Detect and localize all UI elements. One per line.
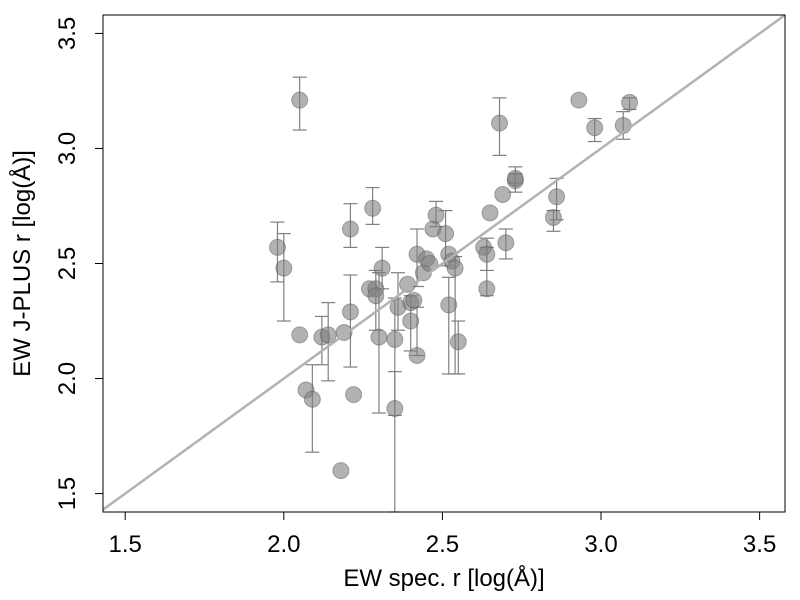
x-tick-label: 1.5 [109,531,142,558]
x-axis-label: EW spec. r [log(Å)] [343,564,544,592]
x-tick-label: 3.5 [743,531,776,558]
data-point [386,330,404,348]
data-point [345,386,363,404]
data-point [478,280,496,298]
data-point [268,238,286,256]
y-tick-label: 2.5 [54,247,81,280]
y-tick-label: 3.5 [54,17,81,50]
data-point [548,188,566,206]
data-point [291,326,309,344]
y-axis: 1.5 2.0 2.5 3.0 3.5 [54,17,103,510]
data-point [332,462,350,480]
data-point [405,291,423,309]
data-point [364,199,382,217]
data-point [341,303,359,321]
data-point [303,390,321,408]
data-point [446,259,464,277]
y-tick-label: 2.0 [54,362,81,395]
errorbar [441,276,456,375]
data-point [408,347,426,365]
data-point [402,312,420,330]
data-point [481,204,499,222]
errorbar [343,274,358,368]
data-point [341,220,359,238]
data-point [386,399,404,417]
data-point [291,91,309,109]
point-layer [268,91,639,480]
data-point [275,259,293,277]
data-point [449,333,467,351]
errorbar-layer [270,76,637,513]
data-point [370,328,388,346]
data-point [494,185,512,203]
data-point [570,91,588,109]
y-tick-label: 3.0 [54,132,81,165]
x-tick-label: 2.0 [267,531,300,558]
data-point [437,225,455,243]
identity-line [102,13,786,511]
data-point [586,119,604,137]
data-point [373,259,391,277]
x-axis: 1.5 2.0 2.5 3.0 3.5 [109,512,776,558]
data-point [478,245,496,263]
errorbar [305,364,320,453]
x-tick-label: 3.0 [584,531,617,558]
data-point [427,206,445,224]
y-axis-label: EW J-PLUS r [log(Å)] [8,150,36,377]
data-point [440,296,458,314]
data-point [319,326,337,344]
x-tick-label: 2.5 [426,531,459,558]
data-point [497,234,515,252]
data-point [491,114,509,132]
data-point [506,169,524,187]
data-point [367,287,385,305]
data-point [544,208,562,226]
y-tick-label: 1.5 [54,477,81,510]
data-point [621,93,639,111]
